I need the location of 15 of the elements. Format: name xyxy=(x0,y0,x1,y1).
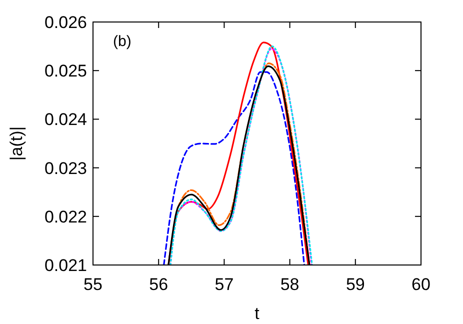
y-tick-label: 0.021 xyxy=(44,256,87,275)
y-tick-label: 0.025 xyxy=(44,62,87,81)
x-tick-label: 56 xyxy=(149,275,168,294)
y-axis-title: |a(t)| xyxy=(7,126,26,161)
x-tick-label: 60 xyxy=(412,275,430,294)
x-tick-label: 57 xyxy=(214,275,234,294)
x-axis-title: t xyxy=(254,304,260,323)
y-tick-label: 0.024 xyxy=(44,110,87,130)
y-tick-label: 0.022 xyxy=(44,207,87,226)
y-tick-label: 0.026 xyxy=(44,13,87,32)
x-tick-label: 55 xyxy=(84,275,102,294)
y-tick-label: 0.023 xyxy=(44,158,87,178)
x-tick-label: 58 xyxy=(280,275,300,294)
x-tick-label: 59 xyxy=(346,275,365,294)
annotation: (b) xyxy=(113,33,132,50)
